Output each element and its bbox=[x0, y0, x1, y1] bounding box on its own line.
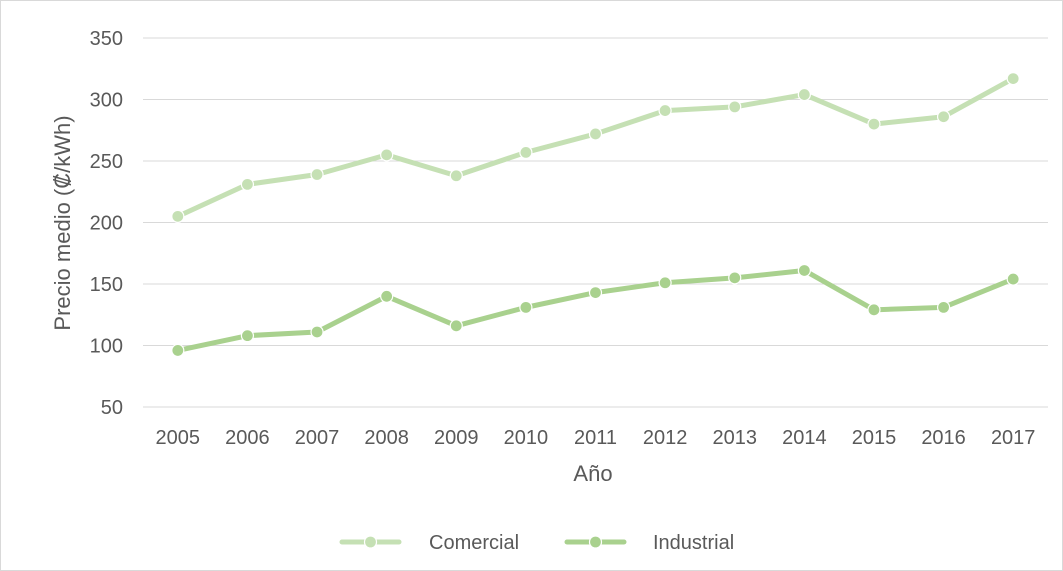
legend-marker bbox=[363, 535, 378, 549]
data-point bbox=[171, 343, 185, 358]
legend-item-industrial: Industrial bbox=[564, 532, 734, 554]
data-point bbox=[1006, 272, 1020, 286]
data-point bbox=[728, 271, 742, 285]
y-tick-label: 50 bbox=[101, 397, 123, 419]
x-tick-label: 2011 bbox=[574, 427, 617, 449]
legend-item-comercial: Comercial bbox=[339, 532, 519, 554]
x-tick-label: 2007 bbox=[295, 427, 340, 449]
x-tick-label: 2010 bbox=[504, 427, 549, 449]
x-tick-label: 2017 bbox=[991, 427, 1036, 449]
y-tick-label: 100 bbox=[90, 336, 123, 358]
data-point bbox=[658, 103, 672, 118]
data-point bbox=[728, 100, 742, 114]
x-tick-label: 2014 bbox=[782, 427, 827, 449]
x-axis-title: Año bbox=[573, 461, 612, 486]
x-tick-label: 2013 bbox=[712, 427, 757, 449]
series-comercial bbox=[171, 71, 1020, 223]
legend: Comercial Industrial bbox=[339, 532, 734, 554]
x-tick-label: 2008 bbox=[364, 427, 409, 449]
x-tick-label: 2006 bbox=[225, 427, 270, 449]
x-tick-label: 2009 bbox=[434, 427, 479, 449]
data-point bbox=[1006, 71, 1020, 86]
data-point bbox=[380, 289, 394, 303]
data-point bbox=[867, 303, 881, 317]
data-point bbox=[449, 319, 463, 333]
x-tick-label: 2005 bbox=[156, 427, 201, 449]
series-industrial bbox=[171, 263, 1020, 358]
y-tick-label: 250 bbox=[90, 151, 123, 173]
data-point bbox=[380, 148, 394, 162]
data-point bbox=[310, 167, 324, 182]
data-point bbox=[449, 169, 463, 183]
y-tick-label: 350 bbox=[90, 28, 123, 50]
gridlines bbox=[143, 37, 1048, 408]
series-line-industrial bbox=[175, 267, 1016, 353]
x-tick-label: 2015 bbox=[852, 427, 897, 449]
data-point bbox=[936, 110, 951, 124]
legend-label: Comercial bbox=[429, 532, 519, 554]
series-group bbox=[171, 71, 1020, 358]
y-tick-label: 300 bbox=[90, 90, 123, 112]
y-tick-label: 150 bbox=[90, 274, 123, 296]
data-point bbox=[240, 329, 255, 343]
y-axis-title: Precio medio (₡/kWh) bbox=[50, 115, 75, 330]
data-point bbox=[588, 127, 603, 141]
x-tick-label: 2012 bbox=[643, 427, 688, 449]
data-point bbox=[797, 263, 811, 278]
legend-marker bbox=[588, 535, 603, 549]
y-tick-label: 200 bbox=[90, 213, 123, 235]
y-axis-ticks: 50 100 150 200 250 300 350 bbox=[90, 28, 123, 419]
data-point bbox=[797, 87, 811, 102]
data-point bbox=[240, 177, 255, 191]
x-tick-label: 2016 bbox=[921, 427, 966, 449]
x-axis-ticks: 2005 2006 2007 2008 2009 2010 2011 2012 2013 2014… bbox=[156, 427, 1036, 449]
legend-label: Industrial bbox=[653, 532, 734, 554]
data-point bbox=[867, 117, 881, 131]
data-point bbox=[519, 300, 533, 314]
data-point bbox=[588, 286, 603, 300]
data-point bbox=[310, 325, 324, 339]
data-point bbox=[936, 300, 951, 314]
data-point bbox=[519, 145, 533, 159]
data-point bbox=[658, 276, 672, 290]
data-point bbox=[171, 209, 185, 223]
